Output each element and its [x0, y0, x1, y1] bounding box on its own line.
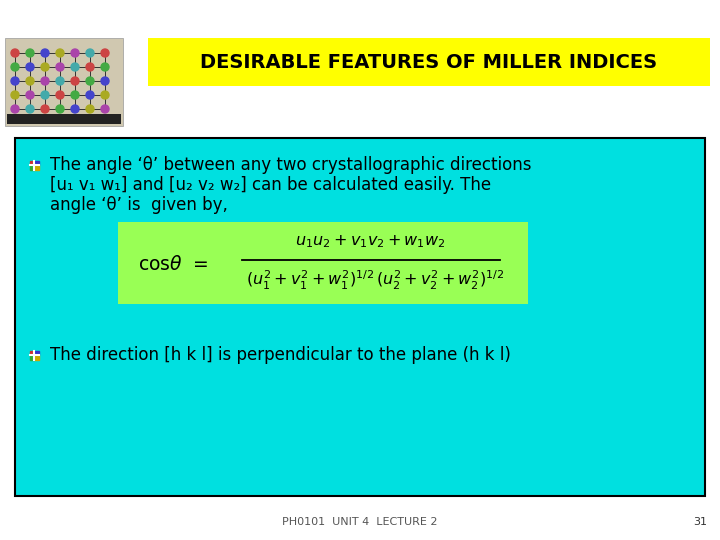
Text: The direction [h k l] is perpendicular to the plane (h k l): The direction [h k l] is perpendicular t… — [50, 346, 511, 364]
Circle shape — [71, 77, 79, 85]
Circle shape — [56, 49, 64, 57]
Circle shape — [11, 49, 19, 57]
Circle shape — [11, 105, 19, 113]
Bar — [34, 355, 38, 360]
Circle shape — [101, 105, 109, 113]
Circle shape — [71, 105, 79, 113]
Circle shape — [26, 105, 34, 113]
FancyBboxPatch shape — [15, 138, 705, 496]
Circle shape — [56, 105, 64, 113]
Text: $(u_2^2 + v_2^2 + w_2^2)^{1/2}$: $(u_2^2 + v_2^2 + w_2^2)^{1/2}$ — [376, 268, 504, 292]
Circle shape — [11, 63, 19, 71]
Text: $(u_1^2 + v_1^2 + w_1^2)^{1/2}$: $(u_1^2 + v_1^2 + w_1^2)^{1/2}$ — [246, 268, 374, 292]
Circle shape — [41, 49, 49, 57]
Circle shape — [41, 91, 49, 99]
Circle shape — [41, 105, 49, 113]
Text: PH0101  UNIT 4  LECTURE 2: PH0101 UNIT 4 LECTURE 2 — [282, 517, 438, 527]
Bar — [30, 160, 34, 165]
Bar — [30, 165, 34, 170]
Circle shape — [86, 91, 94, 99]
Text: [u₁ v₁ w₁] and [u₂ v₂ w₂] can be calculated easily. The: [u₁ v₁ w₁] and [u₂ v₂ w₂] can be calcula… — [50, 176, 491, 194]
Circle shape — [11, 77, 19, 85]
Circle shape — [26, 77, 34, 85]
Circle shape — [26, 91, 34, 99]
Circle shape — [26, 49, 34, 57]
FancyBboxPatch shape — [7, 114, 121, 124]
Circle shape — [101, 49, 109, 57]
Circle shape — [86, 49, 94, 57]
Circle shape — [56, 63, 64, 71]
Circle shape — [41, 77, 49, 85]
Circle shape — [56, 77, 64, 85]
Circle shape — [71, 63, 79, 71]
Circle shape — [86, 105, 94, 113]
Text: angle ‘θ’ is  given by,: angle ‘θ’ is given by, — [50, 196, 228, 214]
Text: $u_1u_2 + v_1v_2 + w_1w_2$: $u_1u_2 + v_1v_2 + w_1w_2$ — [294, 234, 445, 251]
Bar — [30, 350, 34, 355]
Bar — [30, 355, 34, 360]
Bar — [34, 350, 38, 355]
Circle shape — [101, 63, 109, 71]
Circle shape — [71, 49, 79, 57]
Bar — [34, 165, 38, 170]
Circle shape — [41, 63, 49, 71]
Text: DESIRABLE FEATURES OF MILLER INDICES: DESIRABLE FEATURES OF MILLER INDICES — [200, 52, 657, 71]
Circle shape — [101, 77, 109, 85]
Text: $\mathregular{cos}\theta$  =: $\mathregular{cos}\theta$ = — [138, 255, 209, 274]
Circle shape — [56, 91, 64, 99]
Circle shape — [86, 63, 94, 71]
FancyBboxPatch shape — [5, 38, 123, 126]
FancyBboxPatch shape — [148, 38, 710, 86]
Text: The angle ‘θ’ between any two crystallographic directions: The angle ‘θ’ between any two crystallog… — [50, 156, 531, 174]
FancyBboxPatch shape — [118, 222, 528, 304]
Circle shape — [101, 91, 109, 99]
Text: 31: 31 — [693, 517, 707, 527]
Circle shape — [71, 91, 79, 99]
Circle shape — [86, 77, 94, 85]
Circle shape — [11, 91, 19, 99]
Bar — [34, 160, 38, 165]
Circle shape — [26, 63, 34, 71]
